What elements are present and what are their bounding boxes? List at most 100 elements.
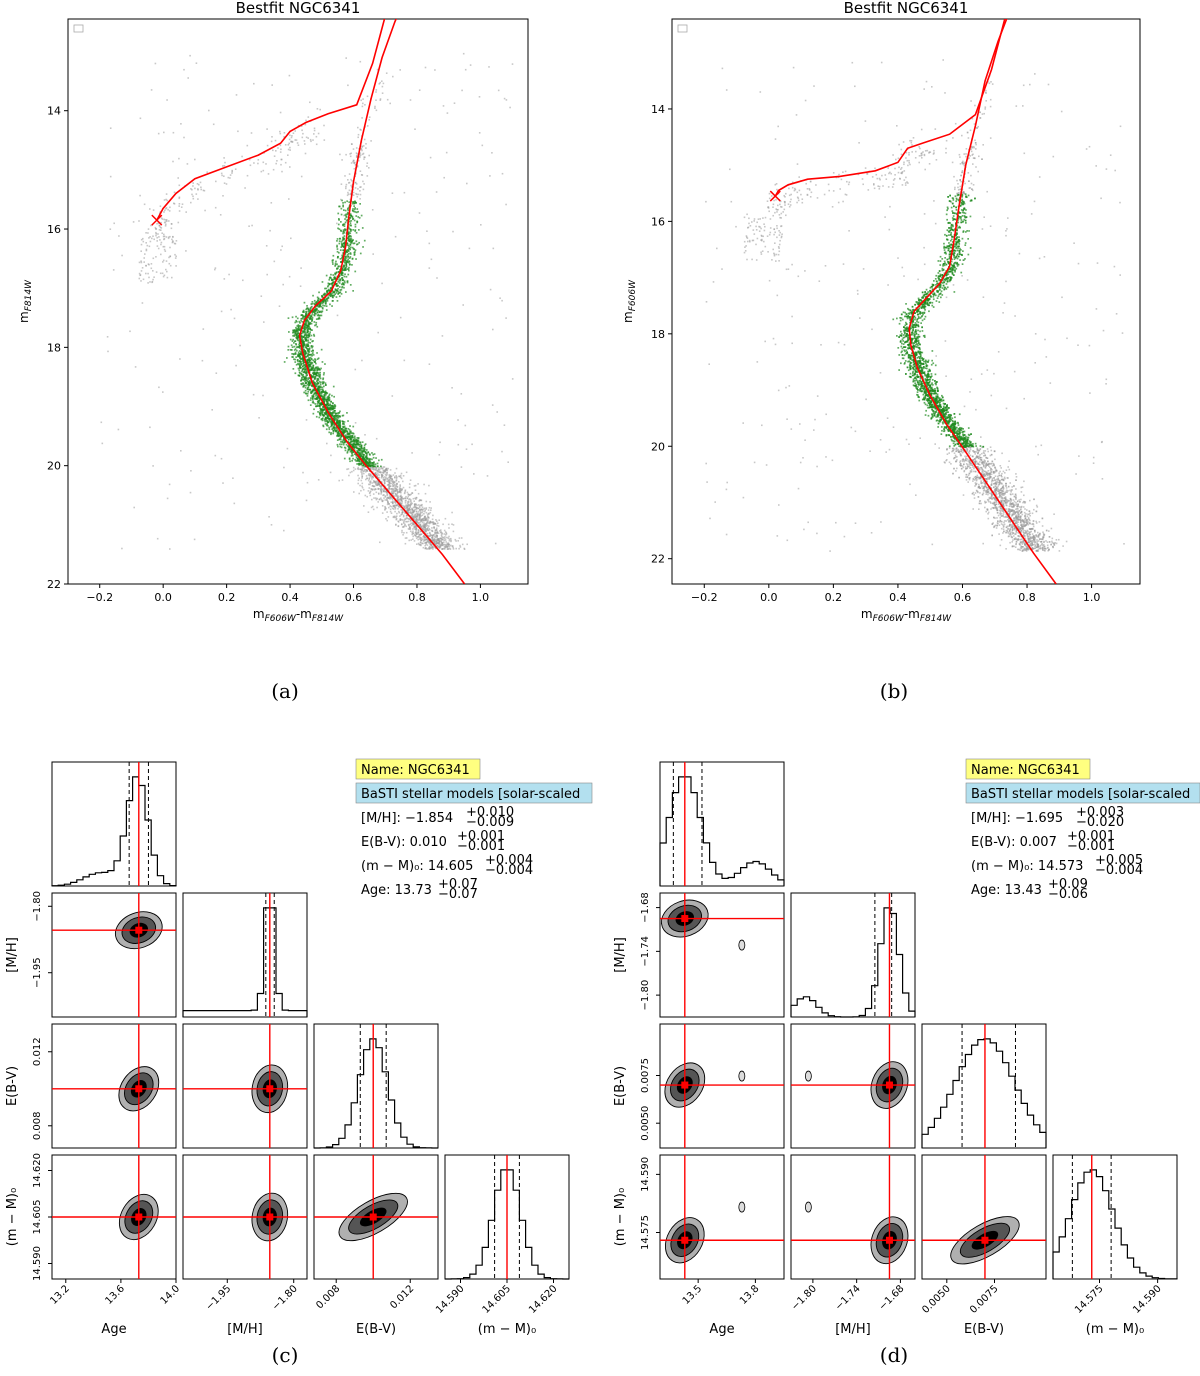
star-point (390, 493, 393, 495)
fitted-star-point (367, 457, 370, 460)
star-point (371, 485, 374, 487)
star-point (360, 99, 362, 102)
fitted-star-point (349, 248, 351, 251)
fitted-star-point (343, 431, 345, 434)
fitted-star-point (361, 227, 364, 229)
fitted-star-point (314, 361, 316, 363)
fitted-star-point (302, 376, 304, 378)
star-point (165, 268, 167, 271)
fitted-star-point (300, 326, 302, 329)
fitted-star-point (306, 383, 309, 386)
fitted-star-point (366, 458, 368, 461)
fitted-star-point (348, 438, 350, 441)
fitted-star-point (311, 369, 313, 371)
fitted-star-point (329, 409, 332, 411)
star-point (231, 169, 233, 172)
star-point (395, 516, 397, 519)
star-point (427, 538, 429, 541)
fitted-star-point (297, 354, 299, 356)
fitted-star-point (324, 413, 326, 415)
fitted-star-point (312, 385, 315, 388)
star-point (200, 188, 202, 191)
star-point (161, 218, 164, 220)
fitted-star-point (339, 269, 341, 271)
fitted-star-point (336, 238, 339, 240)
fitted-star-point (345, 430, 348, 432)
star-point (389, 476, 391, 478)
star-point (443, 533, 446, 535)
star-point (405, 517, 408, 519)
star-point (422, 529, 424, 532)
fitted-star-point (294, 358, 297, 361)
fitted-star-point (332, 282, 334, 285)
star-point (265, 245, 268, 247)
star-point (1002, 532, 1004, 534)
fitted-star-point (316, 380, 318, 382)
star-point (398, 498, 401, 501)
star-point (109, 127, 112, 129)
star-point (367, 511, 370, 513)
fitted-star-point (348, 266, 350, 269)
fitted-star-point (354, 458, 356, 461)
fitted-star-point (347, 268, 350, 271)
star-point (443, 539, 446, 542)
fitted-star-point (314, 391, 317, 394)
star-point (412, 538, 414, 540)
star-point (417, 529, 420, 532)
fitted-star-point (354, 207, 356, 209)
star-point (154, 226, 157, 229)
star-point (425, 508, 427, 510)
fitted-star-point (337, 432, 340, 435)
fitted-star-point (310, 369, 312, 371)
star-point (409, 504, 412, 506)
fitted-star-point (347, 258, 349, 261)
star-point (174, 242, 177, 245)
fitted-star-point (312, 388, 315, 391)
fitted-star-point (312, 354, 315, 356)
fitted-star-point (353, 435, 356, 438)
star-point (374, 466, 377, 469)
fitted-star-point (335, 285, 338, 287)
star-point (178, 157, 180, 160)
star-point (219, 214, 222, 216)
star-point (147, 282, 149, 284)
fitted-star-point (328, 417, 331, 420)
fitted-star-point (337, 223, 340, 226)
star-point (158, 386, 160, 389)
star-point (423, 537, 426, 539)
fitted-star-point (317, 372, 320, 374)
star-point (459, 544, 461, 547)
fitted-star-point (302, 378, 304, 381)
fitted-star-point (306, 344, 308, 347)
star-point (431, 546, 434, 549)
fitted-star-point (306, 361, 308, 364)
star-point (349, 198, 352, 201)
fitted-star-point (338, 271, 340, 273)
star-point (418, 515, 421, 517)
star-point (144, 253, 146, 255)
fitted-star-point (323, 398, 326, 400)
fitted-star-point (349, 450, 352, 453)
star-point (447, 545, 449, 548)
fitted-star-point (342, 237, 344, 240)
star-point (355, 183, 358, 185)
star-point (211, 409, 213, 411)
fitted-star-point (308, 317, 311, 320)
fitted-star-point (341, 272, 344, 274)
star-point (450, 544, 452, 547)
star-point (399, 487, 401, 489)
fitted-star-point (330, 405, 333, 408)
star-point (431, 527, 433, 529)
star-point (149, 426, 151, 429)
fitted-star-point (305, 343, 308, 346)
fitted-star-point (342, 428, 344, 431)
plot-frame (671, 18, 1141, 585)
star-point (172, 240, 174, 242)
fitted-star-point (339, 237, 341, 240)
fitted-star-point (342, 431, 344, 434)
star-point (481, 144, 484, 147)
star-point (371, 467, 374, 469)
star-point (347, 179, 349, 181)
fitted-star-point (307, 341, 310, 343)
star-point (392, 75, 394, 78)
